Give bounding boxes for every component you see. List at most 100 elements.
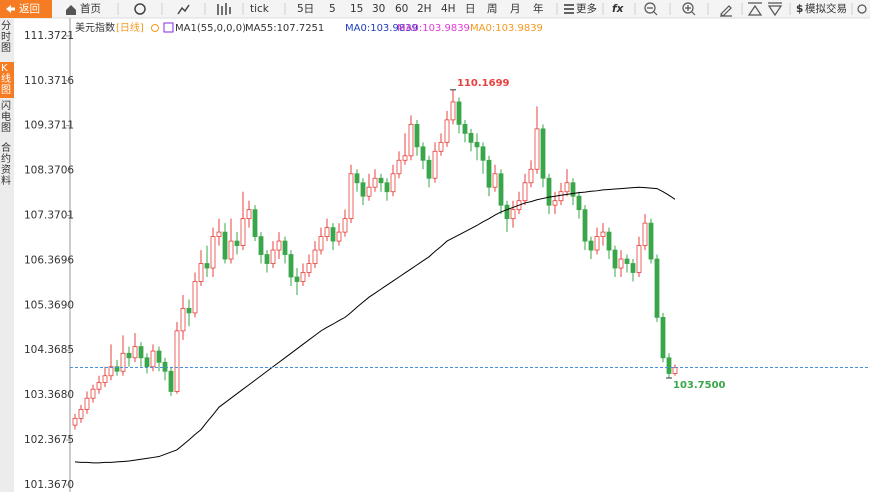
settings[interactable] <box>857 4 867 14</box>
candle-body <box>522 182 528 202</box>
candle-body <box>642 222 648 246</box>
y-tick-label: 110.3716 <box>24 75 74 87</box>
draw-tool[interactable] <box>720 5 732 17</box>
back-label[interactable]: 返回 <box>19 3 40 15</box>
period-button[interactable]: 15 <box>350 3 363 15</box>
candle-body <box>78 409 84 419</box>
candle-body <box>294 276 300 282</box>
candle-body <box>576 195 582 211</box>
candle-body <box>414 123 420 148</box>
candle-body <box>156 350 162 363</box>
candle-body <box>450 101 456 121</box>
candle-body <box>630 263 636 273</box>
symbol: 美元指数 <box>75 21 115 34</box>
sidebar-item[interactable]: 闪 <box>1 99 11 112</box>
y-tick-label: 101.3670 <box>24 479 74 491</box>
period-button[interactable]: 30 <box>372 3 385 15</box>
period-button[interactable]: 2H <box>417 3 432 15</box>
candle-body <box>402 155 408 161</box>
menu-icon <box>564 4 574 14</box>
candle-body <box>324 227 330 237</box>
candle-body <box>252 209 258 237</box>
period-button[interactable]: 5日 <box>297 3 314 15</box>
candle-body <box>384 182 390 193</box>
candle-body <box>90 388 96 399</box>
y-tick-label: 108.3706 <box>24 165 74 177</box>
toolbar-icons <box>644 2 867 17</box>
candle-body <box>408 123 414 157</box>
candle-body <box>570 182 576 197</box>
zoom-out[interactable] <box>644 2 656 14</box>
period-button[interactable]: 60 <box>395 3 408 15</box>
zoom-in[interactable] <box>682 2 694 14</box>
fx-button[interactable]: fx <box>612 3 625 15</box>
sim-dollar: $ <box>796 3 803 15</box>
home-label[interactable]: 首页 <box>80 2 101 15</box>
candle-body <box>336 231 342 242</box>
candle-body <box>288 254 294 278</box>
period-button[interactable]: 月 <box>510 3 521 15</box>
ma55-legend: MA55:107.7251 <box>245 23 324 34</box>
toolbar <box>0 0 870 18</box>
candle-icon[interactable] <box>217 3 231 15</box>
tick-button[interactable]: tick <box>250 3 270 15</box>
candle-body <box>150 350 156 368</box>
sidebar-item[interactable]: 分 <box>1 20 11 32</box>
candle-body <box>426 159 432 179</box>
candle-body <box>648 222 654 260</box>
candle-body <box>606 231 612 251</box>
candle-body <box>108 366 114 377</box>
refresh-icon[interactable] <box>134 3 146 15</box>
candle-body <box>612 249 618 269</box>
candle-body <box>582 209 588 242</box>
period-button[interactable]: 5 <box>329 3 336 15</box>
more-button[interactable]: 更多 <box>576 2 597 15</box>
y-tick-label: 102.3675 <box>24 434 74 446</box>
period-button[interactable]: 周 <box>487 3 498 15</box>
period: [日线] <box>116 21 144 34</box>
sidebar-item[interactable]: 时 <box>1 31 11 43</box>
candle-body <box>480 146 486 161</box>
candle-body <box>540 128 546 179</box>
add-indicator[interactable] <box>151 24 159 32</box>
sim-trade-button[interactable]: 模拟交易 <box>805 2 847 15</box>
candle-body <box>444 119 450 143</box>
period-button[interactable]: 年 <box>533 2 544 15</box>
sidebar-item[interactable]: 线 <box>1 72 11 85</box>
back-button[interactable] <box>0 0 52 18</box>
candle-body <box>366 186 372 197</box>
candle-body <box>660 316 666 359</box>
candle-body <box>204 263 210 269</box>
high-annotation: 110.1699 <box>457 78 510 89</box>
sidebar-item[interactable]: 电 <box>1 110 11 123</box>
sidebar-item[interactable]: 合 <box>1 141 11 154</box>
sidebar-item[interactable]: K <box>1 63 8 74</box>
sidebar-item[interactable]: 图 <box>1 122 11 134</box>
trend-icon[interactable] <box>177 4 190 15</box>
candle-body <box>654 258 660 318</box>
candle-body <box>510 209 516 220</box>
candle-body <box>300 272 306 282</box>
candle-body <box>276 240 282 251</box>
period-button[interactable]: 日 <box>465 3 476 15</box>
sidebar-item[interactable]: 约 <box>1 152 11 165</box>
candle-body <box>534 128 540 170</box>
candle-body <box>192 281 198 314</box>
sidebar-item[interactable]: 图 <box>1 42 11 54</box>
down-tool[interactable] <box>767 2 783 17</box>
y-tick-label: 105.3690 <box>24 299 74 311</box>
up-tool[interactable] <box>747 2 763 16</box>
candle-body <box>360 182 366 197</box>
period-button[interactable]: 4H <box>441 3 456 15</box>
candle-body <box>432 150 438 179</box>
candle-body <box>558 191 564 202</box>
sidebar-item[interactable]: 资 <box>1 164 11 176</box>
candle-body <box>312 249 318 264</box>
candle-body <box>552 200 558 206</box>
candle-body <box>396 159 402 175</box>
sidebar-item[interactable]: 料 <box>1 174 11 187</box>
sidebar-item[interactable]: 图 <box>1 84 11 96</box>
y-tick-label: 103.3680 <box>24 389 74 401</box>
ma55-line <box>74 186 676 464</box>
candle-body <box>372 177 378 188</box>
